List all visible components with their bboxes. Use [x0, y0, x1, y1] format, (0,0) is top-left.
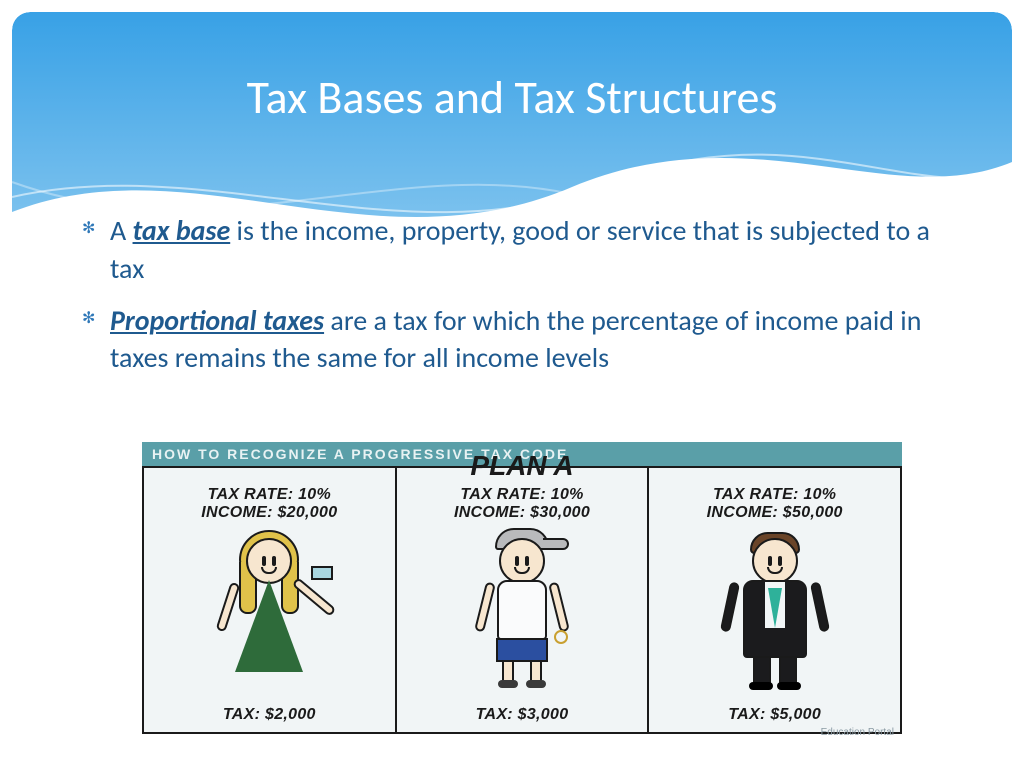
bullet-rest: is the income, property, good or service…: [110, 213, 930, 286]
tax-amount: TAX: $3,000: [476, 706, 569, 724]
person-icon: [209, 528, 329, 688]
income-value: INCOME: $30,000: [454, 504, 590, 522]
bullet-item: Proportional taxes are a tax for which t…: [82, 302, 952, 378]
tax-rate: TAX RATE: 10%: [460, 486, 583, 504]
tax-rate: TAX RATE: 10%: [713, 486, 836, 504]
tax-panel-2: TAX RATE: 10% INCOME: $30,000 TAX: $3,00…: [397, 468, 650, 732]
tax-rate: TAX RATE: 10%: [208, 486, 331, 504]
tax-amount: TAX: $2,000: [223, 706, 316, 724]
income-value: INCOME: $20,000: [201, 504, 337, 522]
tax-panel-3: TAX RATE: 10% INCOME: $50,000 TAX: $5,00…: [649, 468, 900, 732]
income-value: INCOME: $50,000: [707, 504, 843, 522]
bullet-term: tax base: [133, 213, 231, 248]
tax-amount: TAX: $5,000: [728, 706, 821, 724]
panel-row: TAX RATE: 10% INCOME: $20,000 TAX: $2,00…: [142, 466, 902, 734]
slide: Tax Bases and Tax Structures A tax base …: [12, 12, 1012, 756]
plan-label: PLAN A: [142, 450, 902, 482]
tax-infographic: HOW TO RECOGNIZE A PROGRESSIVE TAX CODE …: [142, 442, 902, 742]
bullet-prefix: A: [110, 213, 133, 248]
watermark: Education Portal: [821, 727, 894, 738]
person-icon: [715, 528, 835, 688]
slide-title: Tax Bases and Tax Structures: [12, 70, 1012, 126]
person-icon: [462, 528, 582, 688]
bullet-term: Proportional taxes: [110, 303, 324, 338]
bullet-list: A tax base is the income, property, good…: [82, 212, 952, 391]
bullet-item: A tax base is the income, property, good…: [82, 212, 952, 288]
tax-panel-1: TAX RATE: 10% INCOME: $20,000 TAX: $2,00…: [144, 468, 397, 732]
